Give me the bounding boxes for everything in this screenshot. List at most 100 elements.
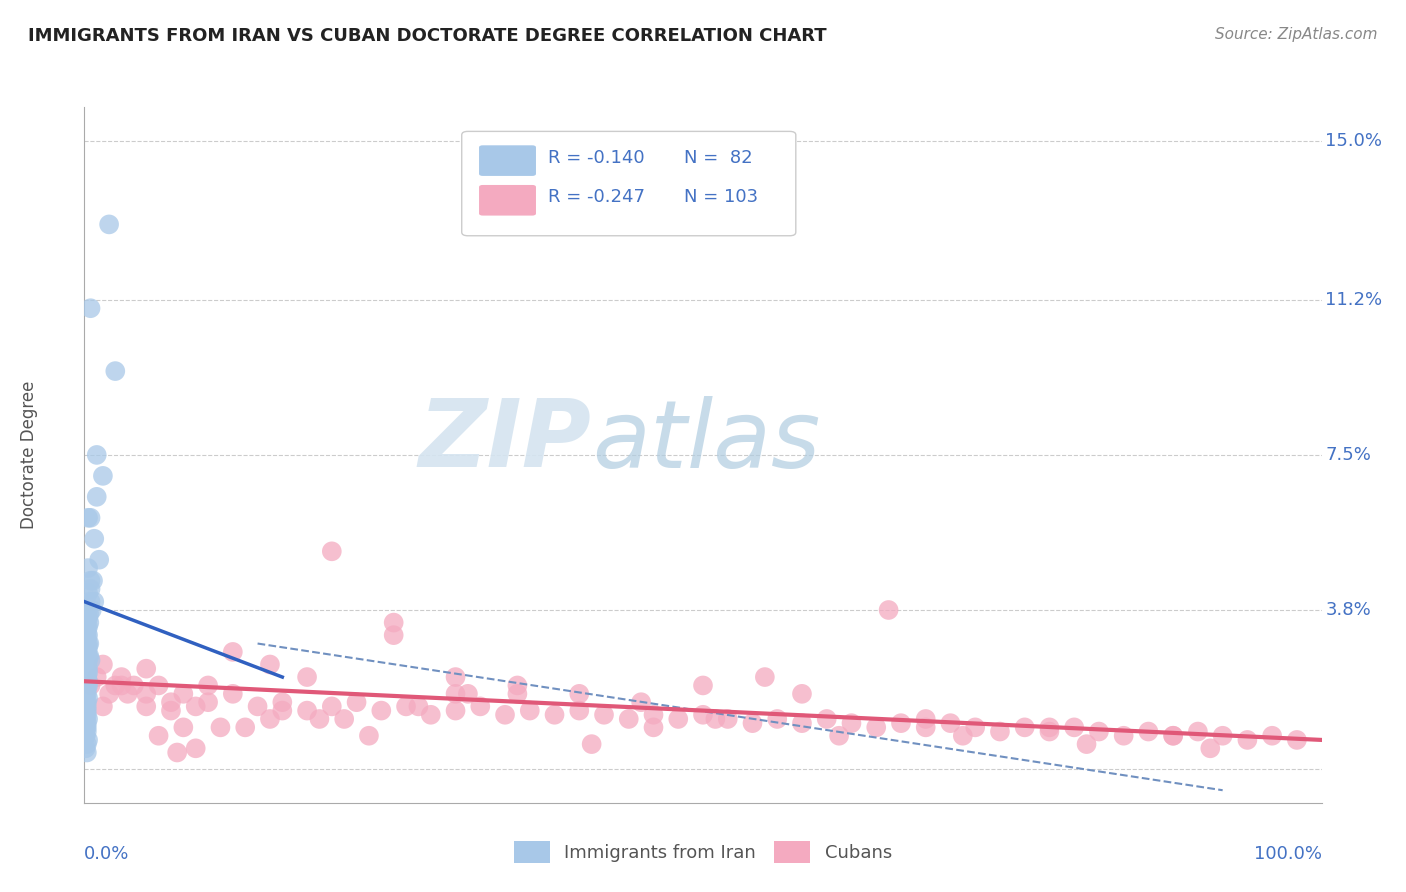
Point xyxy=(704,712,727,726)
Point xyxy=(568,704,591,718)
Text: Source: ZipAtlas.com: Source: ZipAtlas.com xyxy=(1215,27,1378,42)
Point xyxy=(1261,729,1284,743)
FancyBboxPatch shape xyxy=(479,185,536,216)
Point xyxy=(568,687,591,701)
Point xyxy=(104,364,127,378)
Point xyxy=(952,729,974,743)
Point xyxy=(617,712,640,726)
Point xyxy=(75,695,97,709)
Point xyxy=(79,615,101,630)
Point xyxy=(506,678,529,692)
Point xyxy=(1199,741,1222,756)
Point xyxy=(184,699,207,714)
Text: 0.0%: 0.0% xyxy=(84,845,129,863)
Point xyxy=(75,741,97,756)
Point xyxy=(76,620,98,634)
Point xyxy=(988,724,1011,739)
Point xyxy=(160,695,183,709)
Point xyxy=(1161,729,1184,743)
Point xyxy=(166,746,188,760)
Point xyxy=(444,687,467,701)
Point xyxy=(692,707,714,722)
Point xyxy=(76,665,98,680)
Point xyxy=(91,657,114,672)
Point xyxy=(98,687,121,701)
Point xyxy=(382,615,405,630)
Point xyxy=(76,720,98,734)
Point xyxy=(117,687,139,701)
Point xyxy=(76,624,98,638)
Point xyxy=(79,301,101,316)
Point xyxy=(643,707,665,722)
Point xyxy=(828,729,851,743)
Point xyxy=(77,733,100,747)
Point xyxy=(321,699,343,714)
Point xyxy=(815,712,838,726)
Point xyxy=(77,636,100,650)
Point xyxy=(1014,720,1036,734)
Point xyxy=(76,687,98,701)
Point xyxy=(1161,729,1184,743)
FancyBboxPatch shape xyxy=(479,145,536,176)
Point xyxy=(581,737,603,751)
Point xyxy=(122,678,145,692)
Point xyxy=(470,699,492,714)
Point xyxy=(76,674,98,689)
Point xyxy=(77,691,100,706)
Point xyxy=(419,707,441,722)
Point xyxy=(1076,737,1098,751)
Point xyxy=(222,645,245,659)
Point xyxy=(76,746,98,760)
Point xyxy=(77,678,100,692)
Point xyxy=(76,682,98,697)
Point xyxy=(79,582,101,596)
Point xyxy=(76,657,98,672)
Point xyxy=(333,712,356,726)
Point xyxy=(692,678,714,692)
Point xyxy=(76,670,98,684)
Point xyxy=(83,594,105,608)
Point xyxy=(79,678,101,692)
Text: 15.0%: 15.0% xyxy=(1326,132,1382,150)
Point xyxy=(76,645,98,659)
Point xyxy=(76,737,98,751)
Point xyxy=(77,640,100,655)
Point xyxy=(79,594,101,608)
Point xyxy=(77,620,100,634)
Point xyxy=(246,699,269,714)
Point xyxy=(75,699,97,714)
Point xyxy=(841,716,863,731)
Point xyxy=(98,218,121,232)
Point xyxy=(1063,720,1085,734)
Point xyxy=(457,687,479,701)
Text: ZIP: ZIP xyxy=(419,395,592,487)
Point xyxy=(89,552,111,566)
Point xyxy=(76,695,98,709)
Point xyxy=(86,490,108,504)
Point xyxy=(79,607,101,622)
Point xyxy=(75,720,97,734)
Point xyxy=(75,691,97,706)
Point xyxy=(295,704,318,718)
Point xyxy=(543,707,565,722)
Text: atlas: atlas xyxy=(592,395,820,486)
Point xyxy=(382,628,405,642)
Point xyxy=(75,678,97,692)
Point xyxy=(346,695,368,709)
Point xyxy=(1187,724,1209,739)
Point xyxy=(77,653,100,667)
Point xyxy=(444,670,467,684)
Point xyxy=(79,510,101,524)
Point xyxy=(75,657,97,672)
Point xyxy=(77,510,100,524)
Text: N = 103: N = 103 xyxy=(685,188,759,206)
Point xyxy=(643,720,665,734)
Point xyxy=(79,649,101,664)
Point xyxy=(172,720,194,734)
Point xyxy=(76,632,98,647)
Point xyxy=(79,653,101,667)
Point xyxy=(1112,729,1135,743)
Point xyxy=(271,704,294,718)
Point xyxy=(444,704,467,718)
Text: N =  82: N = 82 xyxy=(685,149,754,167)
